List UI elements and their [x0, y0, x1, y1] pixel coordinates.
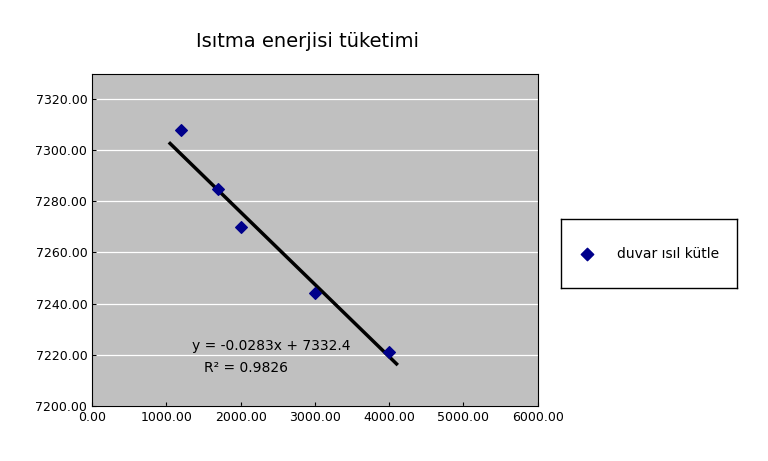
Text: duvar ısıl kütle: duvar ısıl kütle [617, 247, 720, 260]
Point [175, 126, 187, 134]
Text: Isıtma enerjisi tüketimi: Isıtma enerjisi tüketimi [196, 32, 419, 51]
Text: R² = 0.9826: R² = 0.9826 [204, 361, 287, 376]
Text: y = -0.0283x + 7332.4: y = -0.0283x + 7332.4 [192, 338, 351, 353]
Point [309, 290, 321, 297]
Point [212, 185, 224, 192]
Point [383, 349, 396, 356]
Point [234, 223, 247, 230]
